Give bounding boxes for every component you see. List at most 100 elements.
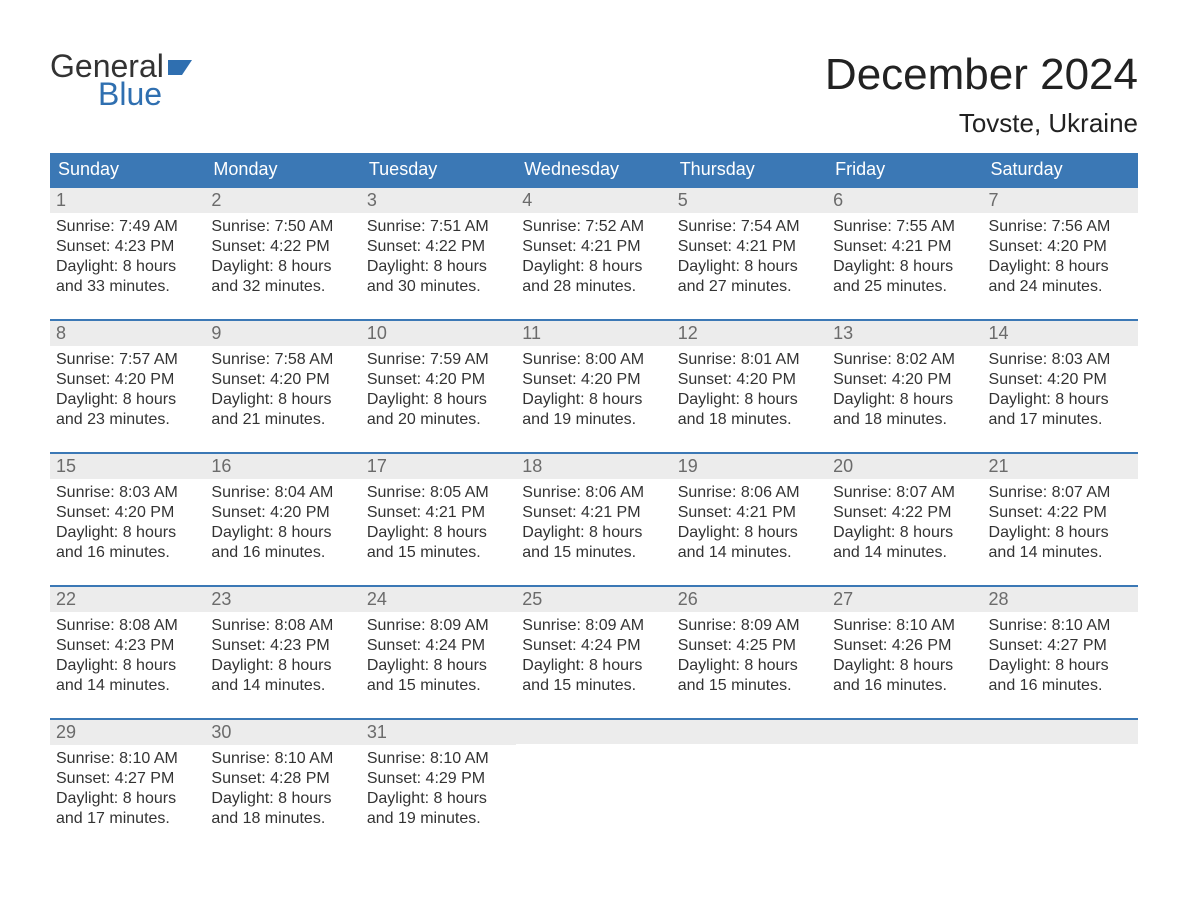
calendar-day: 30Sunrise: 8:10 AMSunset: 4:28 PMDayligh… [205,720,360,831]
sunset-text: Sunset: 4:23 PM [56,237,199,257]
day-details: Sunrise: 8:02 AMSunset: 4:20 PMDaylight:… [827,346,982,432]
calendar-day: 1Sunrise: 7:49 AMSunset: 4:23 PMDaylight… [50,188,205,299]
day-details: Sunrise: 7:49 AMSunset: 4:23 PMDaylight:… [50,213,205,299]
sunrise-text: Sunrise: 8:08 AM [56,616,199,636]
day-details: Sunrise: 8:03 AMSunset: 4:20 PMDaylight:… [983,346,1138,432]
sunrise-text: Sunrise: 8:04 AM [211,483,354,503]
day-details: Sunrise: 8:07 AMSunset: 4:22 PMDaylight:… [827,479,982,565]
daylight-text-line1: Daylight: 8 hours [211,257,354,277]
calendar-day: 9Sunrise: 7:58 AMSunset: 4:20 PMDaylight… [205,321,360,432]
sunrise-text: Sunrise: 8:09 AM [678,616,821,636]
calendar-day: 4Sunrise: 7:52 AMSunset: 4:21 PMDaylight… [516,188,671,299]
calendar-day: 5Sunrise: 7:54 AMSunset: 4:21 PMDaylight… [672,188,827,299]
day-number: 28 [983,587,1138,612]
day-number: 6 [827,188,982,213]
dow-friday: Friday [827,153,982,186]
daylight-text-line1: Daylight: 8 hours [56,257,199,277]
daylight-text-line1: Daylight: 8 hours [833,390,976,410]
day-number [827,720,982,744]
day-details: Sunrise: 8:07 AMSunset: 4:22 PMDaylight:… [983,479,1138,565]
daylight-text-line2: and 21 minutes. [211,410,354,430]
location-label: Tovste, Ukraine [825,108,1138,139]
daylight-text-line1: Daylight: 8 hours [367,390,510,410]
calendar-week: 22Sunrise: 8:08 AMSunset: 4:23 PMDayligh… [50,585,1138,698]
calendar-week: 1Sunrise: 7:49 AMSunset: 4:23 PMDaylight… [50,186,1138,299]
dow-wednesday: Wednesday [516,153,671,186]
daylight-text-line2: and 15 minutes. [678,676,821,696]
sunset-text: Sunset: 4:21 PM [678,503,821,523]
daylight-text-line2: and 16 minutes. [989,676,1132,696]
dow-thursday: Thursday [672,153,827,186]
dow-saturday: Saturday [983,153,1138,186]
sunrise-text: Sunrise: 7:51 AM [367,217,510,237]
sunrise-text: Sunrise: 7:57 AM [56,350,199,370]
sunset-text: Sunset: 4:20 PM [367,370,510,390]
daylight-text-line1: Daylight: 8 hours [56,656,199,676]
daylight-text-line2: and 27 minutes. [678,277,821,297]
day-number: 2 [205,188,360,213]
daylight-text-line2: and 19 minutes. [522,410,665,430]
day-number: 21 [983,454,1138,479]
calendar-day: 8Sunrise: 7:57 AMSunset: 4:20 PMDaylight… [50,321,205,432]
day-details: Sunrise: 8:04 AMSunset: 4:20 PMDaylight:… [205,479,360,565]
daylight-text-line1: Daylight: 8 hours [522,390,665,410]
day-number: 3 [361,188,516,213]
day-details: Sunrise: 8:10 AMSunset: 4:26 PMDaylight:… [827,612,982,698]
flag-icon [168,57,194,77]
day-number: 1 [50,188,205,213]
sunrise-text: Sunrise: 7:50 AM [211,217,354,237]
calendar-day: 28Sunrise: 8:10 AMSunset: 4:27 PMDayligh… [983,587,1138,698]
sunrise-text: Sunrise: 8:00 AM [522,350,665,370]
day-details: Sunrise: 8:01 AMSunset: 4:20 PMDaylight:… [672,346,827,432]
daylight-text-line2: and 15 minutes. [522,676,665,696]
sunset-text: Sunset: 4:22 PM [211,237,354,257]
day-number: 18 [516,454,671,479]
calendar-day: 27Sunrise: 8:10 AMSunset: 4:26 PMDayligh… [827,587,982,698]
daylight-text-line1: Daylight: 8 hours [367,789,510,809]
day-number: 10 [361,321,516,346]
day-details: Sunrise: 8:10 AMSunset: 4:27 PMDaylight:… [983,612,1138,698]
sunset-text: Sunset: 4:24 PM [367,636,510,656]
sunset-text: Sunset: 4:27 PM [56,769,199,789]
day-details: Sunrise: 8:08 AMSunset: 4:23 PMDaylight:… [50,612,205,698]
calendar-day: 14Sunrise: 8:03 AMSunset: 4:20 PMDayligh… [983,321,1138,432]
sunrise-text: Sunrise: 8:10 AM [367,749,510,769]
daylight-text-line2: and 30 minutes. [367,277,510,297]
sunset-text: Sunset: 4:21 PM [522,237,665,257]
day-number: 16 [205,454,360,479]
daylight-text-line2: and 16 minutes. [56,543,199,563]
daylight-text-line2: and 20 minutes. [367,410,510,430]
day-details: Sunrise: 8:09 AMSunset: 4:25 PMDaylight:… [672,612,827,698]
daylight-text-line2: and 14 minutes. [989,543,1132,563]
calendar-day: 6Sunrise: 7:55 AMSunset: 4:21 PMDaylight… [827,188,982,299]
sunset-text: Sunset: 4:25 PM [678,636,821,656]
day-number: 24 [361,587,516,612]
sunrise-text: Sunrise: 8:09 AM [367,616,510,636]
sunrise-text: Sunrise: 8:03 AM [56,483,199,503]
daylight-text-line2: and 16 minutes. [833,676,976,696]
day-details: Sunrise: 8:03 AMSunset: 4:20 PMDaylight:… [50,479,205,565]
calendar-day [827,720,982,831]
daylight-text-line1: Daylight: 8 hours [989,390,1132,410]
day-number: 25 [516,587,671,612]
day-details: Sunrise: 8:08 AMSunset: 4:23 PMDaylight:… [205,612,360,698]
daylight-text-line1: Daylight: 8 hours [211,789,354,809]
sunset-text: Sunset: 4:20 PM [56,370,199,390]
day-number: 11 [516,321,671,346]
sunrise-text: Sunrise: 8:08 AM [211,616,354,636]
sunset-text: Sunset: 4:27 PM [989,636,1132,656]
daylight-text-line1: Daylight: 8 hours [367,257,510,277]
day-details: Sunrise: 8:09 AMSunset: 4:24 PMDaylight:… [516,612,671,698]
sunset-text: Sunset: 4:23 PM [211,636,354,656]
sunrise-text: Sunrise: 8:03 AM [989,350,1132,370]
calendar-week: 15Sunrise: 8:03 AMSunset: 4:20 PMDayligh… [50,452,1138,565]
daylight-text-line1: Daylight: 8 hours [833,656,976,676]
sunrise-text: Sunrise: 8:02 AM [833,350,976,370]
day-number: 19 [672,454,827,479]
day-number: 5 [672,188,827,213]
daylight-text-line1: Daylight: 8 hours [211,390,354,410]
calendar-day: 22Sunrise: 8:08 AMSunset: 4:23 PMDayligh… [50,587,205,698]
day-of-week-header: Sunday Monday Tuesday Wednesday Thursday… [50,153,1138,186]
daylight-text-line1: Daylight: 8 hours [989,656,1132,676]
sunset-text: Sunset: 4:20 PM [211,370,354,390]
